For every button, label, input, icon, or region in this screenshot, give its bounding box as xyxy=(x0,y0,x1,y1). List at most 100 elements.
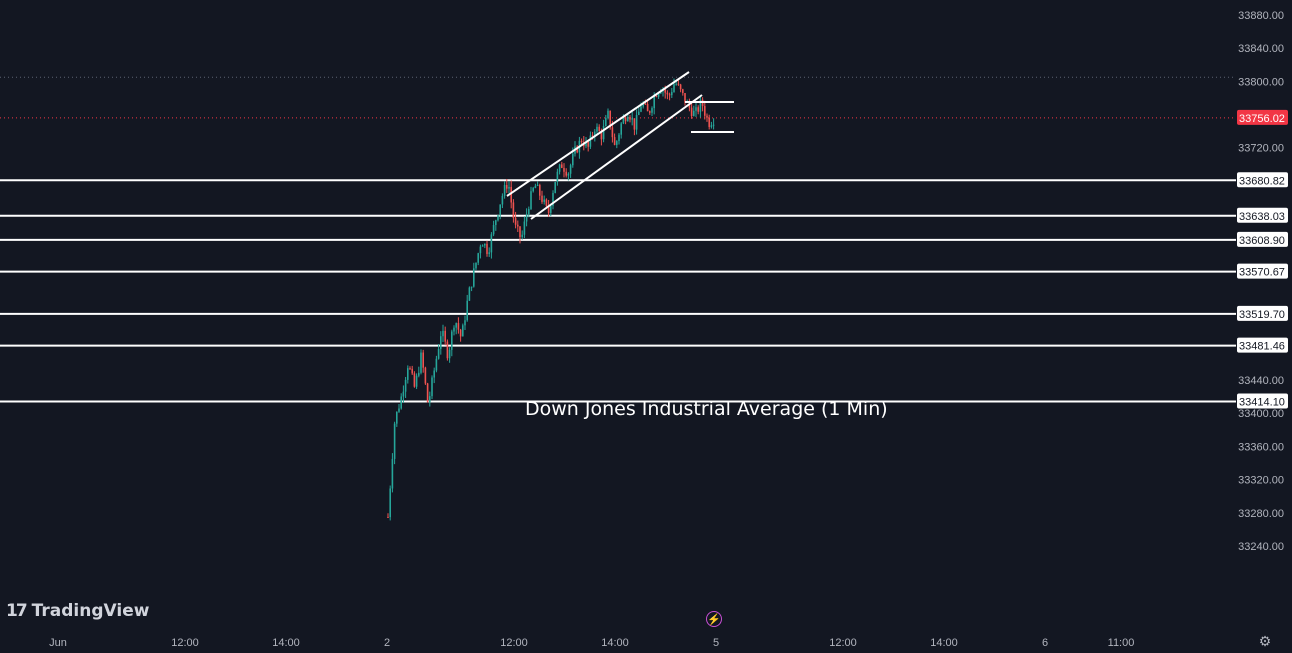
candle-body xyxy=(651,108,653,113)
candle-body xyxy=(602,125,605,140)
candle-body xyxy=(609,110,611,128)
candle-body xyxy=(418,372,420,376)
candle-body xyxy=(556,171,559,183)
y-tick-label: 33440.00 xyxy=(1238,375,1284,387)
current-price-label-bg xyxy=(1237,109,1288,125)
candle-body xyxy=(569,165,572,174)
candle-body xyxy=(675,83,677,85)
candle-body xyxy=(462,325,464,337)
candle-body xyxy=(484,243,486,246)
x-tick-label: 12:00 xyxy=(171,637,199,649)
candle-body xyxy=(475,262,477,269)
candle-body xyxy=(712,124,715,126)
candle-body xyxy=(616,141,618,145)
candle-body xyxy=(572,153,574,166)
candle-body xyxy=(695,107,697,111)
candle-body xyxy=(624,117,627,122)
x-tick-label: 12:00 xyxy=(500,637,528,649)
candle-body xyxy=(402,391,405,397)
x-tick-label: Jun xyxy=(49,637,67,649)
candle-body xyxy=(682,89,684,94)
y-tick-label: 33360.00 xyxy=(1238,441,1284,453)
candle-body xyxy=(398,408,400,412)
candle-body xyxy=(451,331,453,350)
channel-lower-line[interactable] xyxy=(530,94,703,220)
candle-body xyxy=(448,349,451,359)
candle-body xyxy=(693,110,695,116)
candle-body xyxy=(426,383,429,403)
chart-title: Down Jones Industrial Average (1 Min) xyxy=(525,398,888,420)
candle-body xyxy=(457,323,460,330)
candle-body xyxy=(613,137,616,145)
candle-body xyxy=(420,352,422,373)
candle-body xyxy=(620,123,622,135)
candle-body xyxy=(561,164,563,168)
candle-body xyxy=(550,205,552,213)
candle-body xyxy=(514,218,517,225)
candle-body xyxy=(587,141,589,147)
candle-body xyxy=(459,329,462,337)
candle-body xyxy=(631,118,633,120)
candle-body xyxy=(429,396,431,403)
tradingview-logo: 17 TradingView xyxy=(6,601,149,621)
y-tick-label: 33280.00 xyxy=(1238,508,1284,520)
candle-body xyxy=(547,205,550,213)
candle-body xyxy=(653,95,655,109)
candle-body xyxy=(490,234,493,253)
candle-body xyxy=(649,111,651,113)
candle-body xyxy=(646,104,649,112)
candle-body xyxy=(532,188,534,192)
candle-body xyxy=(400,396,402,409)
candle-body xyxy=(545,199,548,206)
candle-body xyxy=(431,377,433,397)
level-price-label-bg xyxy=(1237,305,1288,321)
candle-body xyxy=(523,221,526,235)
candle-body xyxy=(699,99,702,112)
candle-body xyxy=(521,234,523,237)
y-tick-label: 33880.00 xyxy=(1238,10,1284,22)
x-tick-label: 14:00 xyxy=(930,637,958,649)
channel-upper-line[interactable] xyxy=(506,71,690,197)
candle-body xyxy=(558,164,561,172)
candle-body xyxy=(598,126,600,132)
candle-body xyxy=(508,186,510,189)
candle-body xyxy=(671,92,673,96)
candle-body xyxy=(539,184,541,196)
candle-body xyxy=(455,323,457,328)
candle-body xyxy=(666,92,669,95)
candle-body xyxy=(481,245,484,247)
candle-body xyxy=(600,131,603,140)
candle-body xyxy=(552,192,554,206)
candle-body xyxy=(468,287,471,301)
candle-body xyxy=(618,134,620,142)
level-price-label: 33481.46 xyxy=(1239,341,1285,353)
candle-body xyxy=(607,110,609,118)
candle-body xyxy=(677,83,680,85)
candle-body xyxy=(501,195,504,205)
gear-icon[interactable]: ⚙ xyxy=(1258,633,1272,649)
candle-body xyxy=(477,253,479,263)
candle-body xyxy=(479,246,482,254)
x-tick-label: 11:00 xyxy=(1108,637,1135,649)
candle-body xyxy=(622,117,625,124)
level-price-label: 33519.70 xyxy=(1239,309,1285,321)
candle-body xyxy=(411,368,413,374)
level-price-label-bg xyxy=(1237,263,1288,279)
candle-body xyxy=(440,336,442,349)
x-tick-label: 6 xyxy=(1042,637,1048,649)
candle-body xyxy=(525,214,528,222)
candle-body xyxy=(506,184,508,189)
level-price-label: 33680.82 xyxy=(1239,175,1285,187)
flash-icon[interactable]: ⚡ xyxy=(706,611,722,627)
candle-body xyxy=(530,191,532,209)
level-price-label-bg xyxy=(1237,337,1288,353)
candle-body xyxy=(635,114,638,130)
candle-body xyxy=(554,182,556,193)
candle-body xyxy=(422,352,424,368)
candle-body xyxy=(567,173,570,176)
candle-body xyxy=(534,185,537,189)
candle-body xyxy=(446,341,449,359)
candle-body xyxy=(433,370,435,378)
candle-body xyxy=(543,199,545,202)
